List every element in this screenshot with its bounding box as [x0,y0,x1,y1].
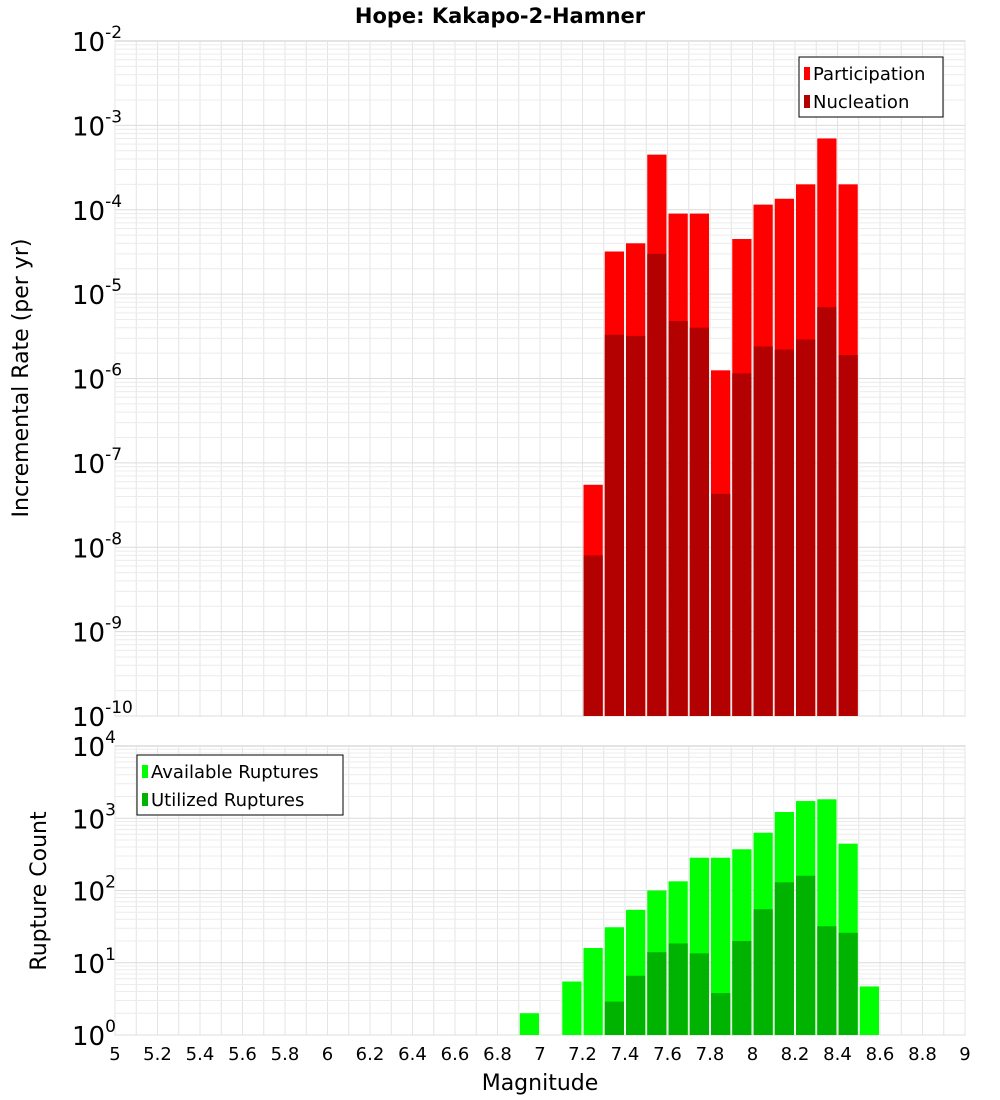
count-bars [519,799,879,1035]
magnitude-tick-label: 8.4 [823,1044,852,1065]
rate-gridlines [114,41,966,717]
utilized-ruptures-bar [668,943,688,1035]
rate-y-tick-labels: 10-10 10-9 10-8 10-7 10-6 10-5 10-4 10-3 10-2 [72,23,133,733]
rate-y-tick-label: 10-9 [72,614,122,649]
available-ruptures-bar [519,1013,539,1035]
nucleation-bar [711,493,731,716]
magnitude-tick-label: 7.8 [696,1044,725,1065]
utilized-ruptures-bar [732,941,752,1035]
available-ruptures-bar [711,857,731,1035]
magnitude-tick-label: 8.8 [908,1044,937,1065]
count-y-tick-label: 100 [72,1017,116,1052]
magnitude-tick-label: 7.6 [653,1044,682,1065]
magnitude-tick-label: 5.2 [143,1044,172,1065]
available-ruptures-bar [859,986,879,1035]
nucleation-bar [668,321,688,716]
count-y-axis-label: Rupture Count [27,811,52,971]
nucleation-bar [817,307,837,716]
rate-y-tick-label: 10-7 [72,445,122,480]
utilized-ruptures-bar [647,952,667,1035]
available-ruptures-bar [583,948,603,1035]
rate-bars [583,138,858,717]
rate-y-tick-label: 10-3 [72,107,122,142]
magnitude-tick-label: 6 [322,1044,333,1065]
nucleation-bar [838,354,858,716]
rate-legend-label: Participation [813,64,925,85]
count-y-tick-label: 104 [72,728,116,763]
x-axis-label: Magnitude [482,1071,599,1096]
count-panel: 100 101 102 103 104 Rupture Count Available … [27,728,971,1096]
magnitude-tick-label: 7 [534,1044,545,1065]
rate-legend: Participation Nucleation [798,56,944,118]
nucleation-bar [796,339,816,716]
count-y-tick-label: 101 [72,945,116,980]
nucleation-bar [604,334,624,716]
magnitude-tick-label: 6.4 [398,1044,427,1065]
magnitude-tick-label: 5.8 [271,1044,300,1065]
magnitude-tick-label: 5.4 [186,1044,215,1065]
count-y-tick-labels: 100 101 102 103 104 [72,728,116,1052]
utilized-ruptures-bar [796,875,816,1035]
utilized-ruptures-bar [838,932,858,1035]
magnitude-tick-labels: 5 5.2 5.4 5.6 5.8 6 6.2 6.4 6.6 6.8 7 7.2 7.4 7.6 7.8 8… [109,1044,970,1065]
count-y-tick-label: 102 [72,873,116,908]
magnitude-tick-label: 7.4 [611,1044,640,1065]
magnitude-tick-label: 8 [747,1044,758,1065]
nucleation-bar [732,373,752,716]
rate-y-axis-label: Incremental Rate (per yr) [9,239,34,518]
magnitude-tick-label: 6.2 [356,1044,385,1065]
magnitude-tick-label: 7.2 [568,1044,597,1065]
utilized-ruptures-bar [817,926,837,1035]
count-legend-swatch [142,793,148,806]
magnitude-tick-label: 5.6 [228,1044,257,1065]
rate-y-tick-label: 10-5 [72,276,122,311]
chart-title: Hope: Kakapo-2-Hamner [355,4,646,28]
utilized-ruptures-bar [774,882,794,1035]
utilized-ruptures-bar [626,975,646,1035]
rate-legend-swatch [804,67,810,80]
magnitude-tick-label: 6.6 [441,1044,470,1065]
rate-y-tick-label: 10-10 [72,698,133,733]
rate-legend-box [798,56,944,118]
nucleation-bar [689,327,709,716]
magnitude-tick-label: 6.8 [483,1044,512,1065]
utilized-ruptures-bar [604,1001,624,1035]
count-legend-swatch [142,765,148,778]
magnitude-tick-label: 8.2 [781,1044,810,1065]
magnitude-tick-label: 9 [959,1044,970,1065]
count-legend-label: Utilized Ruptures [151,790,304,811]
rate-legend-label: Nucleation [813,92,909,113]
rate-panel: 10-10 10-9 10-8 10-7 10-6 10-5 10-4 10-3 10-2 In… [9,23,966,733]
nucleation-bar [753,346,773,716]
nucleation-bar [626,335,646,716]
count-legend-box [136,754,344,816]
nucleation-bar [647,253,667,716]
rate-y-tick-label: 10-4 [72,192,122,227]
rate-y-tick-label: 10-2 [72,23,122,58]
magnitude-tick-label: 8.6 [866,1044,895,1065]
count-legend: Available Ruptures Utilized Ruptures [136,754,344,816]
rate-y-tick-label: 10-8 [72,529,122,564]
available-ruptures-bar [562,981,582,1035]
count-legend-label: Available Ruptures [151,762,319,783]
nucleation-bar [583,555,603,716]
utilized-ruptures-bar [711,993,731,1035]
magnitude-tick-label: 5 [109,1044,120,1065]
rate-y-tick-label: 10-6 [72,361,122,396]
count-y-tick-label: 103 [72,800,116,835]
utilized-ruptures-bar [753,909,773,1035]
rate-legend-swatch [804,95,810,108]
nucleation-bar [774,349,794,716]
utilized-ruptures-bar [689,953,709,1035]
